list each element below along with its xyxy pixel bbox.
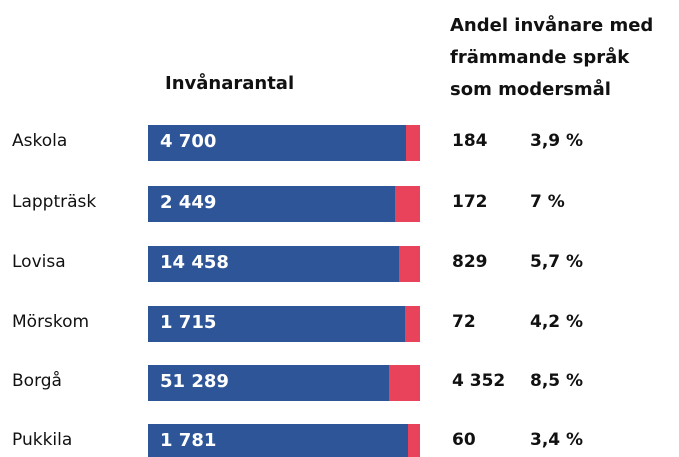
population-label: 4 700	[160, 131, 217, 152]
share-label: 3,9 %	[530, 131, 584, 151]
count-label: 72	[452, 312, 476, 332]
population-label: 14 458	[160, 252, 229, 273]
population-label: 51 289	[160, 371, 229, 392]
category-label: Borgå	[12, 371, 62, 391]
category-label: Lovisa	[12, 252, 66, 272]
population-header: Invånarantal	[165, 73, 295, 94]
population-bar	[148, 246, 400, 282]
share-label: 4,2 %	[530, 312, 584, 332]
count-label: 60	[452, 430, 476, 450]
population-bar	[148, 186, 395, 222]
category-label: Pukkila	[12, 430, 73, 450]
population-label: 2 449	[160, 192, 217, 213]
population-bar	[148, 306, 405, 342]
share-bar	[394, 186, 420, 222]
share-bar	[404, 306, 420, 342]
population-bar	[148, 365, 390, 401]
share-label: 3,4 %	[530, 430, 584, 450]
population-bar	[148, 125, 406, 161]
share-header: Andel invånare med främmande språk som m…	[450, 15, 654, 100]
share-label: 5,7 %	[530, 252, 584, 272]
population-label: 1 715	[160, 312, 217, 333]
category-label: Mörskom	[12, 312, 90, 332]
count-label: 829	[452, 252, 488, 272]
count-label: 172	[452, 192, 488, 212]
category-label: Askola	[12, 131, 68, 151]
count-label: 4 352	[452, 371, 506, 391]
share-label: 7 %	[530, 192, 565, 212]
count-label: 184	[452, 131, 488, 151]
share-bar	[405, 125, 420, 161]
share-bar	[389, 365, 420, 401]
category-label: Lappträsk	[12, 192, 97, 212]
share-label: 8,5 %	[530, 371, 584, 391]
share-bar	[407, 424, 420, 457]
share-bar	[399, 246, 420, 282]
population-bar	[148, 424, 408, 457]
population-label: 1 781	[160, 430, 217, 451]
